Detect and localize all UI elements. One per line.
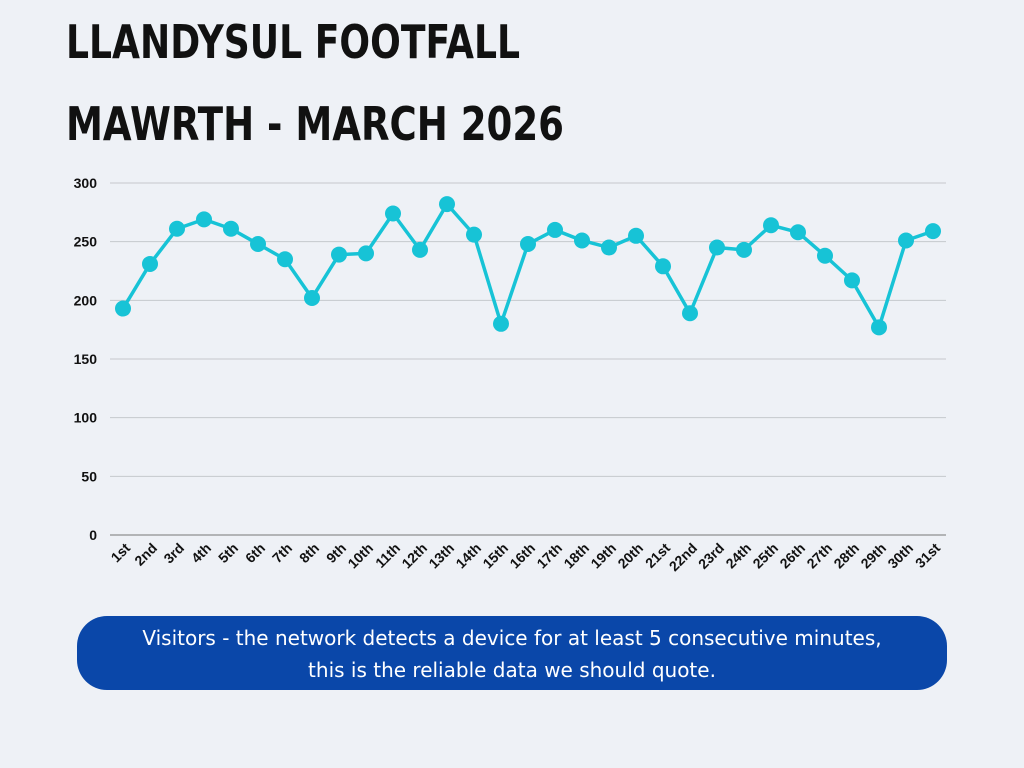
chart-title: LLANDYSUL FOOTFALL <box>66 15 520 69</box>
point <box>763 217 779 234</box>
point <box>466 226 482 243</box>
point <box>628 227 644 244</box>
note-line: Visitors - the network detects a device … <box>142 626 881 650</box>
point <box>358 245 374 262</box>
point <box>250 236 266 253</box>
y-tick-label: 50 <box>81 468 97 484</box>
point <box>304 289 320 306</box>
point <box>142 255 158 272</box>
y-tick-label: 100 <box>74 410 98 426</box>
point <box>790 224 806 241</box>
point <box>385 205 401 222</box>
point <box>493 315 509 332</box>
point <box>115 300 131 317</box>
point <box>331 246 347 263</box>
point <box>169 220 185 237</box>
point <box>574 232 590 249</box>
y-tick-label: 0 <box>89 527 97 543</box>
point <box>439 196 455 213</box>
point <box>925 223 941 240</box>
point <box>223 220 239 237</box>
note-line: this is the reliable data we should quot… <box>308 658 716 682</box>
y-tick-label: 300 <box>74 175 98 191</box>
point <box>547 221 563 238</box>
point <box>601 239 617 256</box>
point <box>196 211 212 228</box>
note-box <box>77 616 947 690</box>
point <box>898 232 914 249</box>
y-tick-label: 200 <box>74 292 98 308</box>
point <box>709 239 725 256</box>
y-tick-label: 250 <box>74 234 98 250</box>
chart-subtitle: MAWRTH - MARCH 2026 <box>66 97 564 151</box>
point <box>871 319 887 336</box>
point <box>844 272 860 289</box>
y-tick-label: 150 <box>74 351 98 367</box>
point <box>736 241 752 258</box>
point <box>277 251 293 268</box>
point <box>412 241 428 258</box>
point <box>682 305 698 322</box>
point <box>520 236 536 253</box>
point <box>655 258 671 275</box>
point <box>817 247 833 264</box>
